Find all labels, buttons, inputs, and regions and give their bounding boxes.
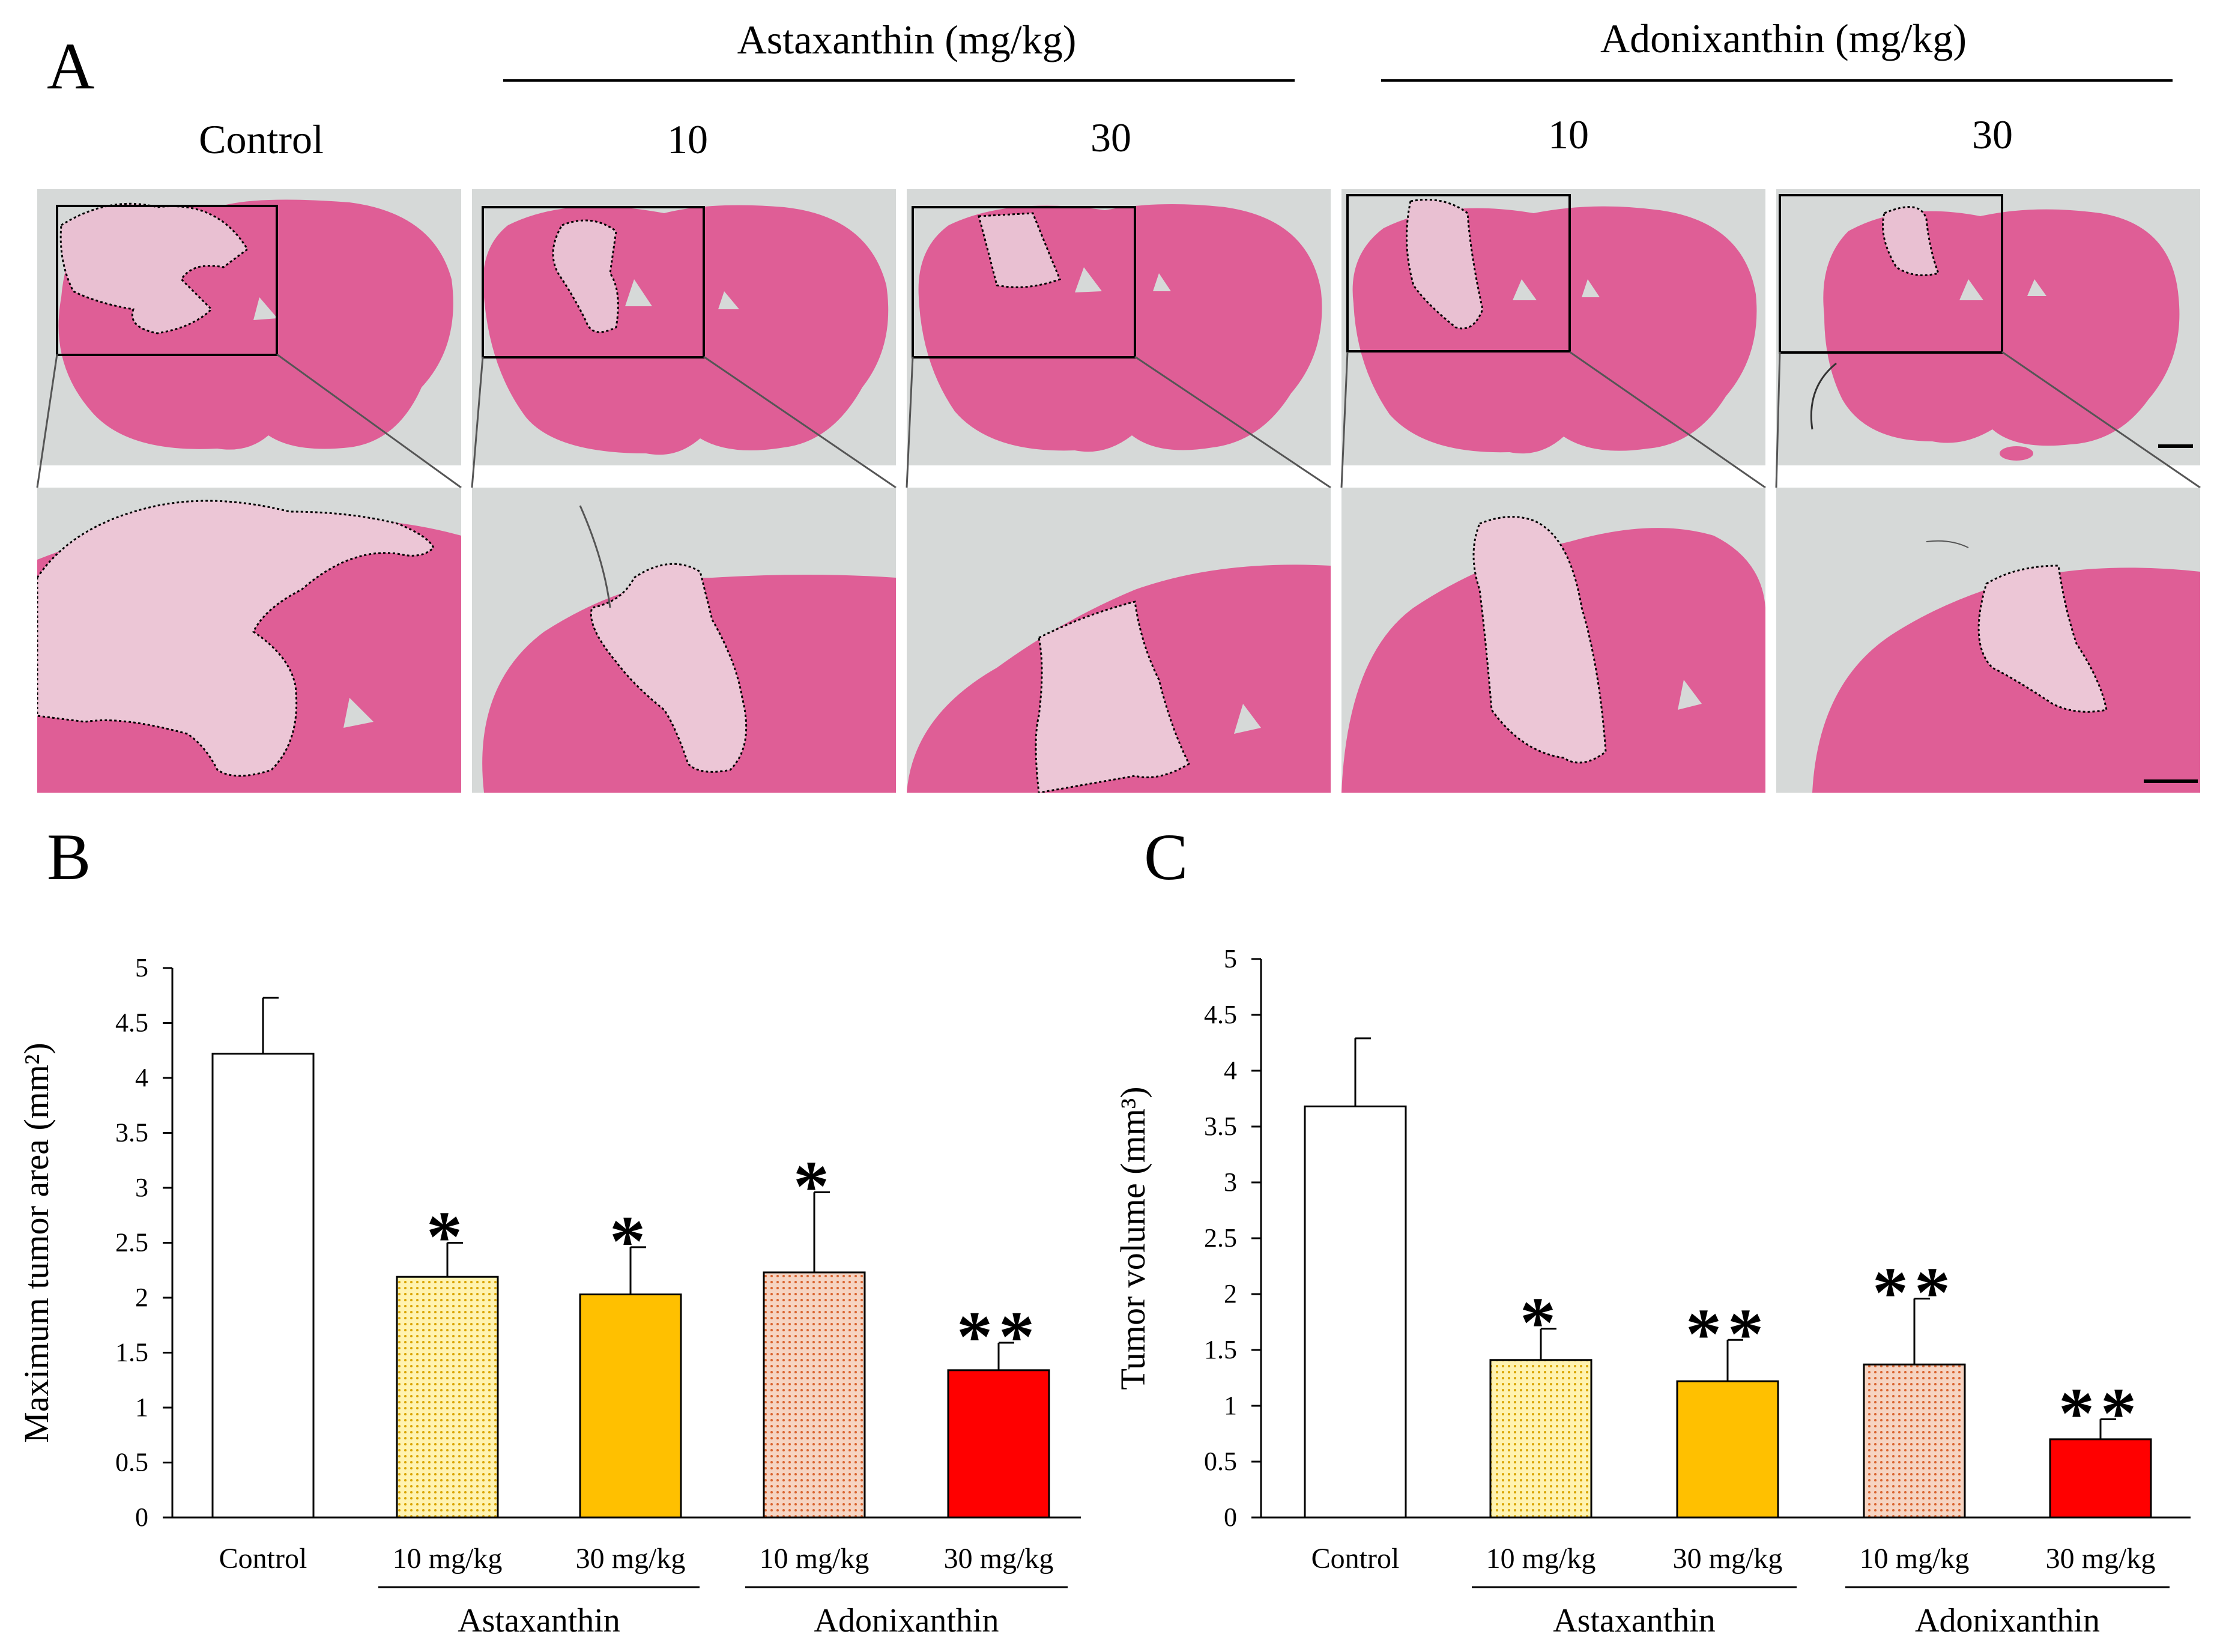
y-tick-label: 0.5 [115,1448,148,1477]
y-axis-label: Maximum tumor area (mm²) [17,1042,56,1443]
significance-marker: * [609,1201,652,1281]
section-asta30-zoom [907,488,1331,793]
significance-marker: ** [1872,1252,1956,1332]
bar [1304,1106,1407,1519]
y-tick-label: 5 [1224,944,1237,973]
category-label: Control [1311,1543,1400,1575]
y-tick-label: 2.5 [1204,1223,1237,1253]
section-control-overview [37,189,461,465]
category-label: 10 mg/kg [1486,1543,1596,1575]
panel-letter-c: C [1144,820,1188,894]
column-label-adon-10: 10 [1548,112,1589,157]
group-label: Adonixanthin [814,1602,999,1639]
bar [763,1271,866,1519]
y-tick-label: 1 [1224,1391,1237,1420]
bar [1863,1363,1966,1519]
section-asta10-zoom [472,488,896,793]
category-label: 10 mg/kg [1860,1543,1970,1575]
significance-marker: ** [2058,1373,2143,1453]
column-label-adon-30: 30 [1972,112,2013,157]
section-adon10-zoom [1341,488,1765,793]
column-label-control: Control [199,116,324,162]
y-tick-label: 3 [1224,1167,1237,1197]
bar [211,1053,315,1519]
y-tick-label: 1.5 [115,1338,148,1367]
section-adon10-overview [1341,189,1765,465]
bar [579,1293,682,1519]
category-label: 30 mg/kg [576,1543,686,1575]
panel-letter-a: A [47,29,95,103]
significance-marker: * [1520,1283,1562,1363]
y-tick-label: 0 [135,1502,148,1532]
astaxanthin-group-line [503,79,1295,82]
group-label: Astaxanthin [458,1602,620,1639]
category-label: 30 mg/kg [1673,1543,1783,1575]
y-tick-label: 2.5 [115,1228,148,1257]
y-tick-label: 4.5 [1204,1000,1237,1029]
group-label: Adonixanthin [1915,1602,2100,1639]
y-tick-label: 4.5 [115,1008,148,1038]
column-label-asta-10: 10 [667,116,708,162]
y-tick-label: 3.5 [115,1118,148,1148]
group-label: Astaxanthin [1553,1602,1716,1639]
section-adon30-zoom [1776,488,2200,793]
bar [1489,1359,1592,1519]
y-tick-label: 3 [135,1173,148,1202]
y-tick-label: 1.5 [1204,1335,1237,1364]
adonixanthin-group-line [1381,79,2173,82]
category-label: 30 mg/kg [2046,1543,2156,1575]
astaxanthin-group-header: Astaxanthin (mg/kg) [737,17,1077,62]
category-label: 10 mg/kg [393,1543,503,1575]
significance-marker: ** [957,1296,1041,1376]
significance-marker: ** [1686,1293,1770,1373]
category-label: 10 mg/kg [760,1543,870,1575]
column-label-asta-30: 30 [1090,115,1131,160]
bar [1676,1380,1779,1519]
section-control-zoom [37,488,461,793]
y-tick-label: 0 [1224,1502,1237,1532]
zoom-connector-lines [36,351,2201,489]
y-tick-label: 0.5 [1204,1447,1237,1476]
chart-b-tumor-area: 0 0.5 1 1.5 2 2.5 3 3.5 4 4.5 5 Maximum tumor area … [17,953,1081,1639]
section-adon30-overview [1776,189,2200,465]
adonixanthin-group-header: Adonixanthin (mg/kg) [1600,16,1967,61]
significance-marker: * [426,1197,468,1277]
category-label: 30 mg/kg [944,1543,1054,1575]
y-tick-label: 3.5 [1204,1112,1237,1141]
y-tick-label: 2 [135,1283,148,1312]
y-tick-label: 2 [1224,1279,1237,1309]
bar [396,1275,499,1519]
y-tick-label: 1 [135,1393,148,1422]
bar [947,1369,1050,1519]
category-label: Control [219,1543,307,1575]
y-tick-label: 5 [135,953,148,982]
bar [2049,1438,2152,1519]
y-tick-label: 4 [135,1063,148,1092]
section-asta30-overview [907,189,1331,465]
y-tick-label: 4 [1224,1056,1237,1085]
section-asta10-overview [472,189,896,465]
chart-c-tumor-volume: 0 0.5 1 1.5 2 2.5 3 3.5 4 4.5 5 Tumor volume (mm³) C… [1113,944,2191,1639]
significance-marker: * [793,1146,835,1226]
y-axis-label: Tumor volume (mm³) [1113,1086,1152,1390]
panel-letter-b: B [47,820,91,894]
